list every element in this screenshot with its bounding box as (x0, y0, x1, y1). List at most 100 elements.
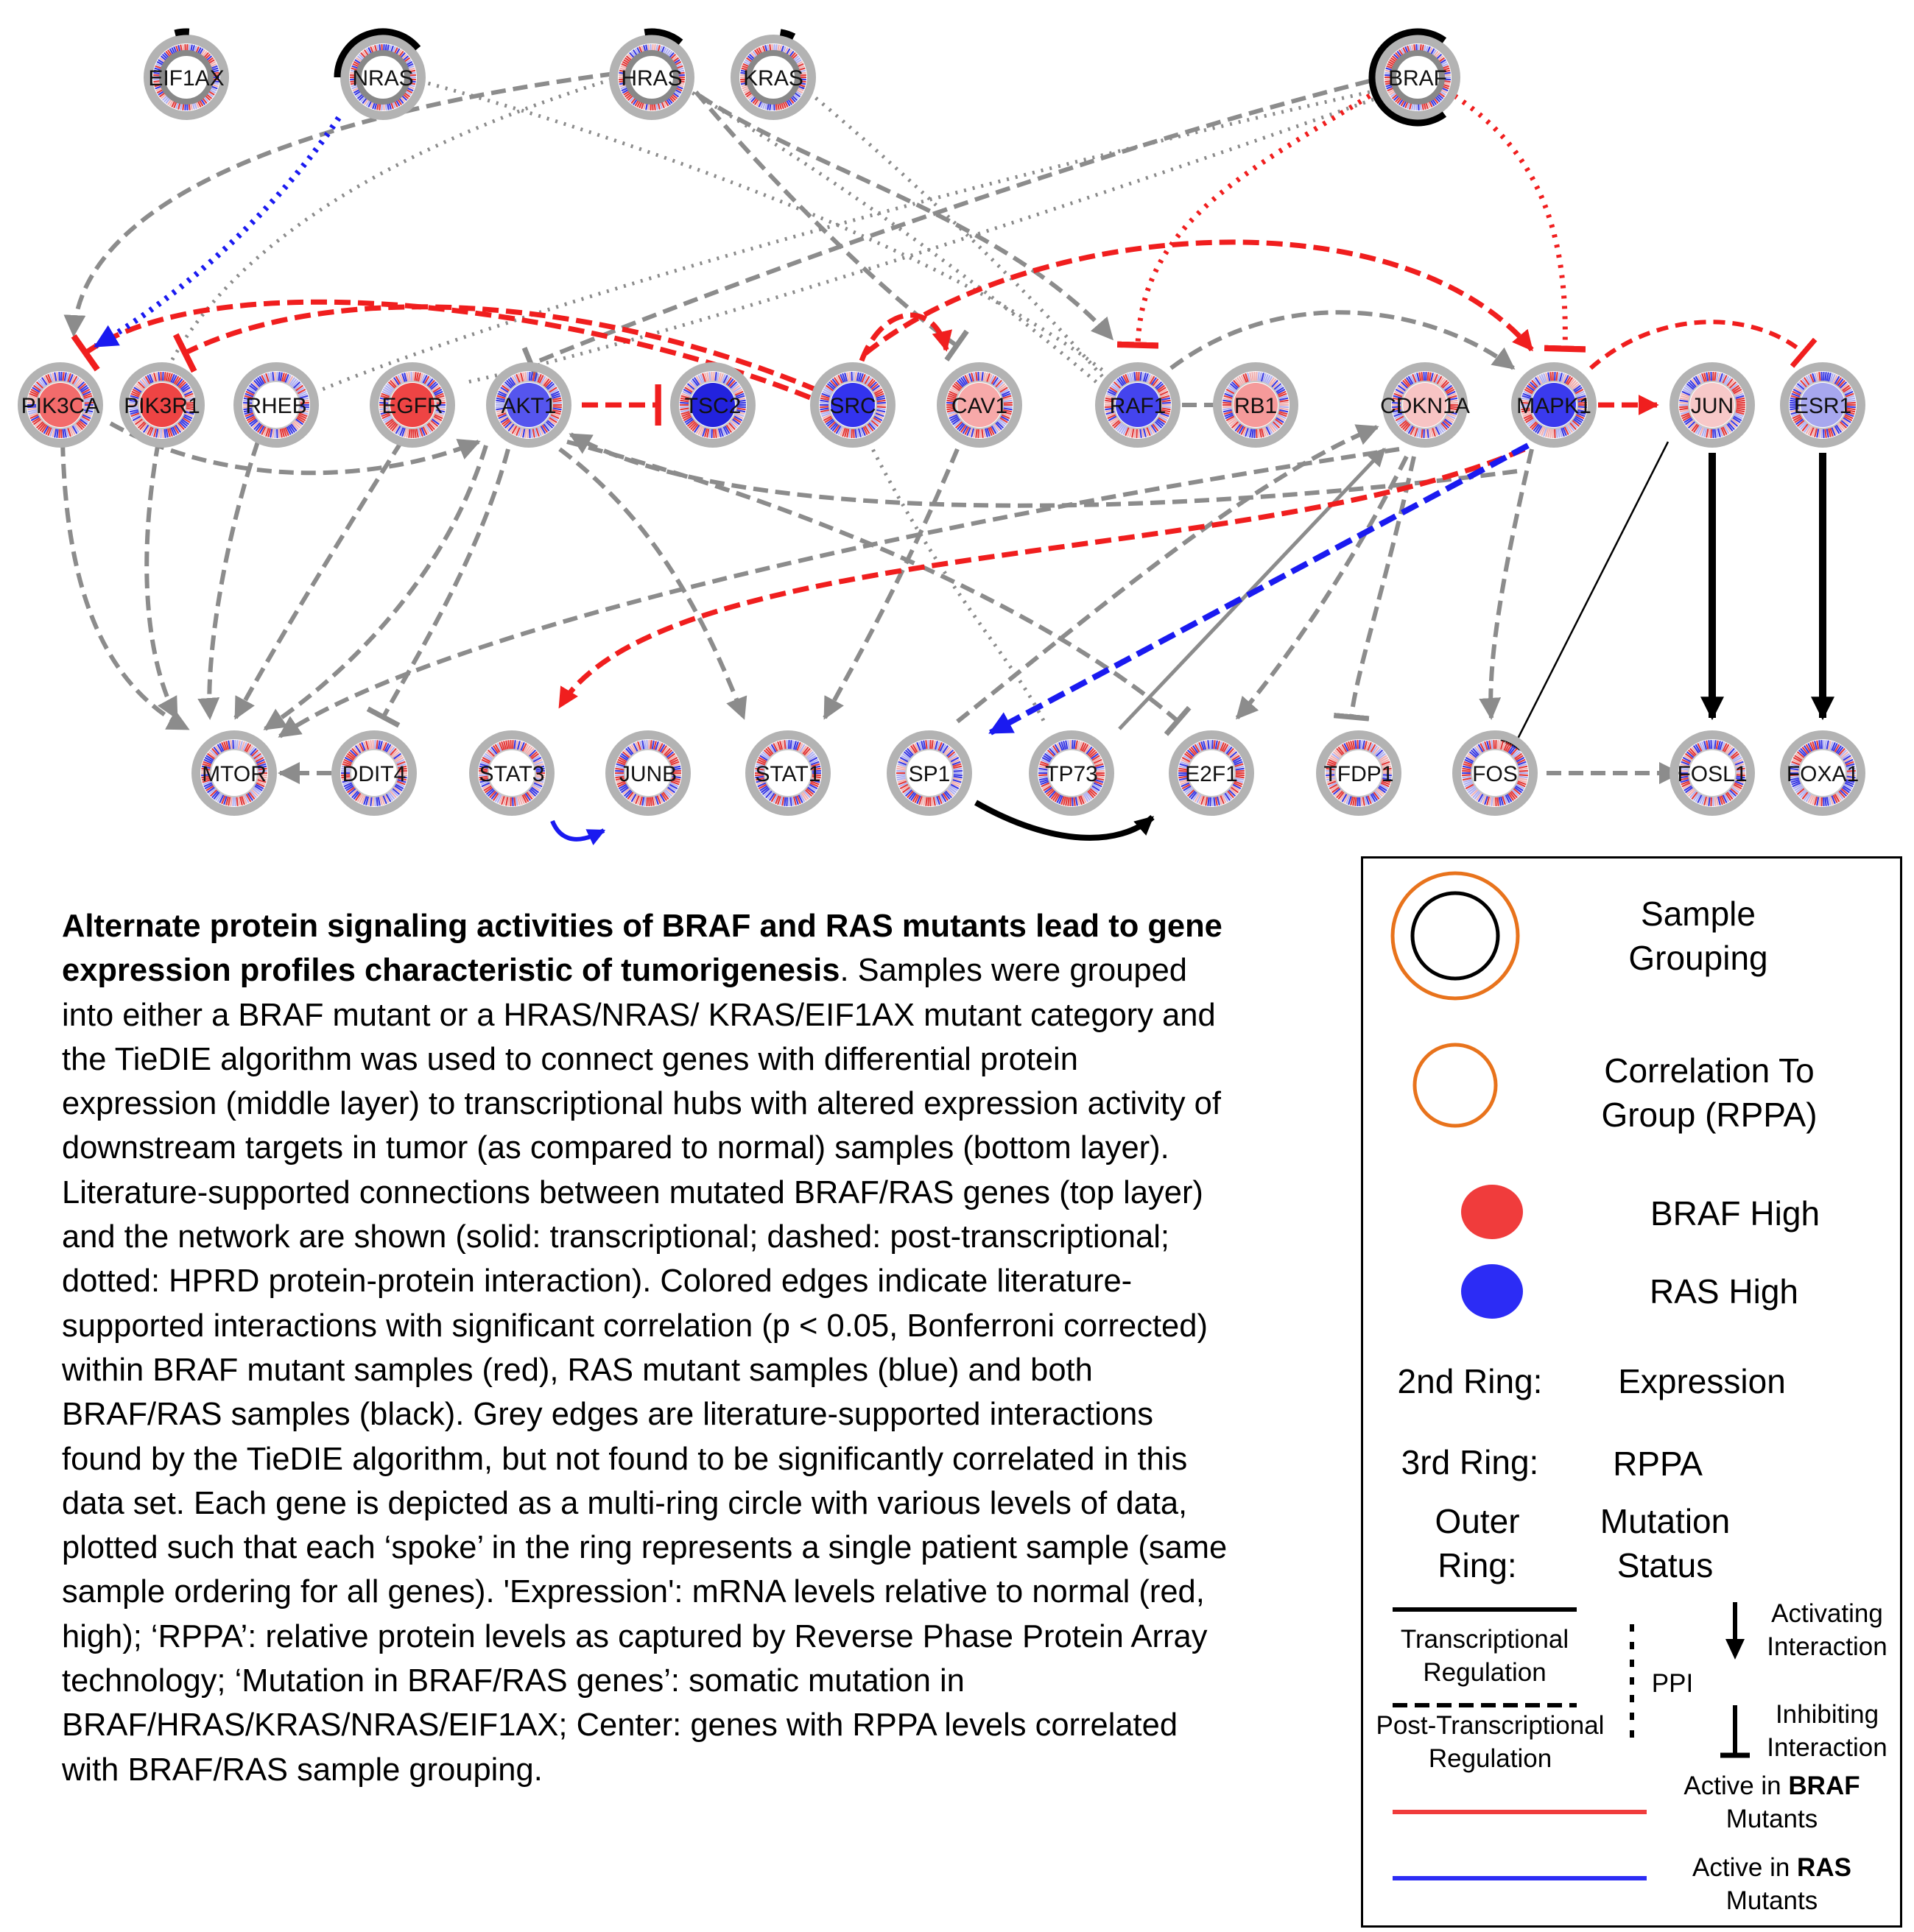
node-center (1532, 383, 1576, 427)
edge-nras-raf1 (419, 79, 1106, 373)
node-cav1[interactable]: CAV1 (937, 362, 1022, 448)
edge-hras-raf1 (683, 86, 1099, 384)
node-center (1116, 383, 1160, 427)
node-raf1[interactable]: RAF1 (1095, 362, 1181, 448)
mutation-ring (605, 730, 691, 816)
node-akt1[interactable]: AKT1 (486, 362, 571, 448)
edge-sp1-cdknia (956, 424, 1379, 724)
sample-spokes (1326, 739, 1392, 807)
legend-active-ras-label: Active in RAS Mutants (1692, 1853, 1851, 1915)
sample-spokes (755, 739, 821, 807)
edge-cdknia-e2f1 (1235, 455, 1409, 720)
legend-ras-high-dot (1461, 1264, 1523, 1319)
node-label: SRC (829, 394, 876, 418)
mutation-ring (937, 362, 1022, 448)
node-ddit4[interactable]: DDIT4 (331, 730, 417, 816)
mutation-arc (174, 28, 190, 37)
node-stat3[interactable]: STAT3 (469, 730, 555, 816)
node-tp73[interactable]: TP73 (1029, 730, 1114, 816)
node-junb[interactable]: JUNB (605, 730, 691, 816)
node-center (1690, 751, 1734, 795)
node-center (140, 383, 184, 427)
sample-spokes (479, 739, 545, 807)
node-center (1189, 751, 1234, 795)
node-jun[interactable]: JUN (1670, 362, 1755, 448)
node-foxa1[interactable]: FOXA1 (1780, 730, 1865, 816)
mutation-ring (119, 362, 205, 448)
node-mtor[interactable]: MTOR (191, 730, 277, 816)
node-label: SP1 (909, 762, 951, 786)
edge-mapk1-akt1 (569, 432, 1518, 508)
node-egfr[interactable]: EGFR (370, 362, 455, 448)
node-fosl1[interactable]: FOSL1 (1670, 730, 1755, 816)
node-tsc2[interactable]: TSC2 (670, 362, 756, 448)
node-fos[interactable]: FOS (1452, 730, 1538, 816)
sample-spokes (896, 739, 963, 807)
node-label: HRAS (621, 66, 682, 91)
node-label: EGFR (381, 394, 443, 418)
node-label: ESR1 (1794, 394, 1851, 418)
sample-spokes (379, 371, 446, 439)
sample-spokes (27, 371, 94, 439)
mutation-ring (810, 362, 896, 448)
node-label: FOS (1472, 762, 1518, 786)
caption-title: Alternate protein signaling activities o… (62, 909, 1222, 989)
sample-spokes (1105, 371, 1171, 439)
edge-cav1-stat1 (823, 448, 960, 720)
edge-layer (60, 71, 1835, 846)
sample-spokes (1462, 739, 1528, 807)
node-braf[interactable]: BRAF (1368, 28, 1460, 127)
node-center (1234, 383, 1278, 427)
node-tfdp1[interactable]: TFDP1 (1316, 730, 1401, 816)
node-layer: EIF1AX NRAS HRAS KRAS BRAF PIK3CA PIK3R1 RHEB EG… (18, 28, 1865, 816)
node-kras[interactable]: KRAS (731, 29, 816, 120)
legend-activating-label: Activating Interaction (1767, 1599, 1887, 1661)
node-label: KRAS (743, 66, 803, 91)
legend-correlation-label: Correlation To Group (RPPA) (1601, 1051, 1818, 1134)
node-src[interactable]: SRC (810, 362, 896, 448)
edge-hras-pik3r1 (163, 77, 612, 373)
node-mapk1[interactable]: MAPK1 (1511, 362, 1597, 448)
edge-src-pik3r1 (172, 304, 819, 393)
node-pik3ca[interactable]: PIK3CA (18, 362, 103, 448)
node-sp1[interactable]: SP1 (887, 730, 972, 816)
legend-braf-high-dot (1461, 1185, 1523, 1239)
node-e2f1[interactable]: E2F1 (1169, 730, 1254, 816)
caption-body: . Samples were grouped into either a BRA… (62, 953, 1228, 1788)
node-esr1[interactable]: ESR1 (1780, 362, 1865, 448)
sample-spokes (341, 739, 407, 807)
edge-pik3ca-mtor (60, 441, 190, 731)
node-label: RHEB (245, 394, 306, 418)
sample-spokes (946, 371, 1013, 439)
node-pik3r1[interactable]: PIK3R1 (119, 362, 205, 448)
mutation-ring (1670, 730, 1755, 816)
node-label: PIK3R1 (124, 394, 200, 418)
sample-spokes (1392, 371, 1458, 439)
node-rb1[interactable]: RB1 (1213, 362, 1298, 448)
node-label: MAPK1 (1516, 394, 1591, 418)
node-stat1[interactable]: STAT1 (745, 730, 831, 816)
legend-sample-grouping-outer-ring (1390, 871, 1520, 1001)
node-nras[interactable]: NRAS (334, 28, 426, 120)
node-center (490, 751, 534, 795)
node-eif1ax[interactable]: EIF1AX (144, 28, 229, 120)
edge-tp73-cdknia (1118, 448, 1386, 730)
edge-mapk1-esr1 (1589, 320, 1818, 370)
mutation-ring (887, 730, 972, 816)
sample-spokes (1222, 371, 1289, 439)
node-label: JUNB (619, 762, 677, 786)
node-center (390, 383, 434, 427)
node-label: E2F1 (1185, 762, 1238, 786)
network-diagram: EIF1AX NRAS HRAS KRAS BRAF PIK3CA PIK3R1 RHEB EG… (18, 28, 1865, 846)
node-hras[interactable]: HRAS (609, 28, 694, 120)
legend-inhibiting-label: Inhibiting Interaction (1767, 1700, 1887, 1762)
sample-spokes (1038, 739, 1105, 807)
sample-spokes (1679, 371, 1745, 439)
sample-spokes (1790, 739, 1856, 807)
node-rheb[interactable]: RHEB (233, 362, 319, 448)
node-cdkn1a[interactable]: CDKN1A (1380, 362, 1470, 448)
mutation-ring (1382, 362, 1468, 448)
legend-ring3-label: 3rd Ring: (1401, 1443, 1539, 1481)
edge-egfr-mtor (233, 440, 404, 720)
legend-active-braf-label: Active in BRAF Mutants (1683, 1771, 1860, 1833)
